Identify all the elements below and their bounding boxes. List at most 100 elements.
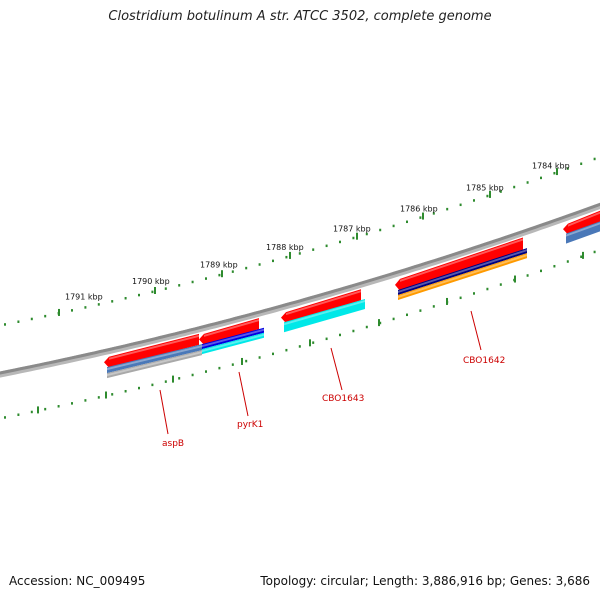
kbp-label: 1789 kbp [200,261,238,270]
outer-minor-tick [285,255,288,259]
gene-partial-arrow-highlight [568,211,600,227]
gene-label: pyrK1 [237,420,263,430]
outer-minor-tick [164,287,167,290]
inner-minor-tick [57,405,60,408]
outer-minor-tick [298,252,301,255]
inner-minor-tick [406,313,408,317]
outer-minor-tick [526,181,529,184]
inner-major-tick [514,275,516,283]
outer-minor-tick [124,296,127,300]
outer-minor-tick [593,157,596,161]
outer-minor-tick [473,199,475,202]
aspb-sub-band [107,350,202,379]
inner-major-tick [378,319,380,327]
gene-label: CBO1642 [463,356,505,366]
partial-cog-band [566,221,600,244]
outer-minor-tick [231,270,234,273]
outer-minor-tick [258,263,261,266]
inner-minor-tick [339,333,341,337]
inner-minor-tick [44,407,47,411]
accession-text: Accession: NC_009495 [9,574,146,588]
inner-minor-tick [325,337,328,341]
inner-minor-tick [580,255,583,259]
cbo1642-sub-band-highlight [398,254,527,298]
cbo1643-cog-band-highlight [284,300,365,326]
inner-minor-tick [218,366,221,370]
gene-pyrk1-arrow [199,318,259,345]
aspb-cog-band [107,344,202,374]
inner-minor-tick [352,329,355,333]
gene-cbo1642-arrow-highlight [400,238,523,282]
gene-label: aspB [162,439,184,449]
inner-minor-tick [459,296,462,300]
cbo1643-cog-band [284,299,365,333]
kbp-label: 1784 kbp [532,161,570,170]
genome-summary-text: Topology: circular; Length: 3,886,916 bp… [260,574,590,588]
outer-major-tick [154,286,156,294]
outer-minor-tick [138,293,140,297]
kbp-label: 1785 kbp [466,183,504,192]
inner-minor-tick [258,356,261,359]
genome-backbone [0,202,600,375]
outer-minor-tick [84,306,87,309]
inner-minor-tick [365,325,368,329]
inner-minor-tick [84,399,87,402]
inner-minor-tick [151,383,154,387]
gene-label-leader [238,371,249,417]
kbp-label: 1788 kbp [266,243,304,252]
outer-minor-tick [513,185,516,189]
inner-minor-tick [164,380,167,383]
cbo1642-sub-band [398,253,527,300]
inner-minor-tick [17,413,20,416]
inner-major-tick [172,375,174,383]
outer-minor-tick [30,317,33,321]
pyrk1-sub-band-highlight [202,333,264,353]
kbp-label: 1790 kbp [132,277,170,286]
gene-label-leader [470,310,482,351]
outer-minor-tick [178,284,181,287]
inner-minor-tick [124,389,127,393]
outer-minor-tick [151,290,154,294]
kbp-label-group: 1791 kbp 1790 kbp 1789 kbp 1788 kbp 1787 kbp… [65,161,570,301]
outer-minor-tick [446,207,449,211]
outer-minor-tick [71,309,73,312]
gene-label-leader [330,347,343,391]
inner-minor-tick [392,317,395,321]
inner-minor-tick [540,269,542,273]
inner-tick-track [4,250,596,419]
outer-minor-tick [17,320,20,323]
inner-minor-tick [553,264,556,268]
outer-minor-tick [245,266,248,270]
gene-aspb-arrow [104,333,199,368]
inner-minor-tick [499,283,502,286]
inner-major-tick [446,297,448,305]
inner-minor-tick [566,260,569,263]
outer-minor-tick [540,176,542,180]
aspb-cog-band-highlight [107,345,202,371]
inner-minor-tick [205,370,207,373]
inner-minor-tick [526,274,529,277]
inner-minor-tick [245,359,248,363]
outer-major-tick [58,308,60,316]
inner-minor-tick [473,292,475,295]
gene-partial-arrow [563,210,600,235]
outer-minor-tick [272,259,274,263]
outer-minor-tick [352,236,355,240]
inner-minor-tick [231,363,234,366]
kbp-label: 1791 kbp [65,292,103,301]
inner-major-tick [37,406,39,414]
outer-minor-tick [379,228,382,232]
inner-minor-tick [379,321,382,325]
outer-minor-tick [218,273,221,277]
outer-minor-tick [499,190,502,193]
outer-minor-tick [97,303,100,306]
inner-minor-tick [593,250,596,254]
outer-minor-tick [432,212,435,215]
aspb-sub-band-highlight [107,351,202,377]
outer-minor-tick [44,314,47,318]
inner-minor-tick [285,348,288,352]
gene-label-group: aspB pyrK1 CBO1643 CBO1642 [162,356,505,449]
outer-minor-tick [325,244,328,248]
outer-minor-tick [553,171,556,175]
